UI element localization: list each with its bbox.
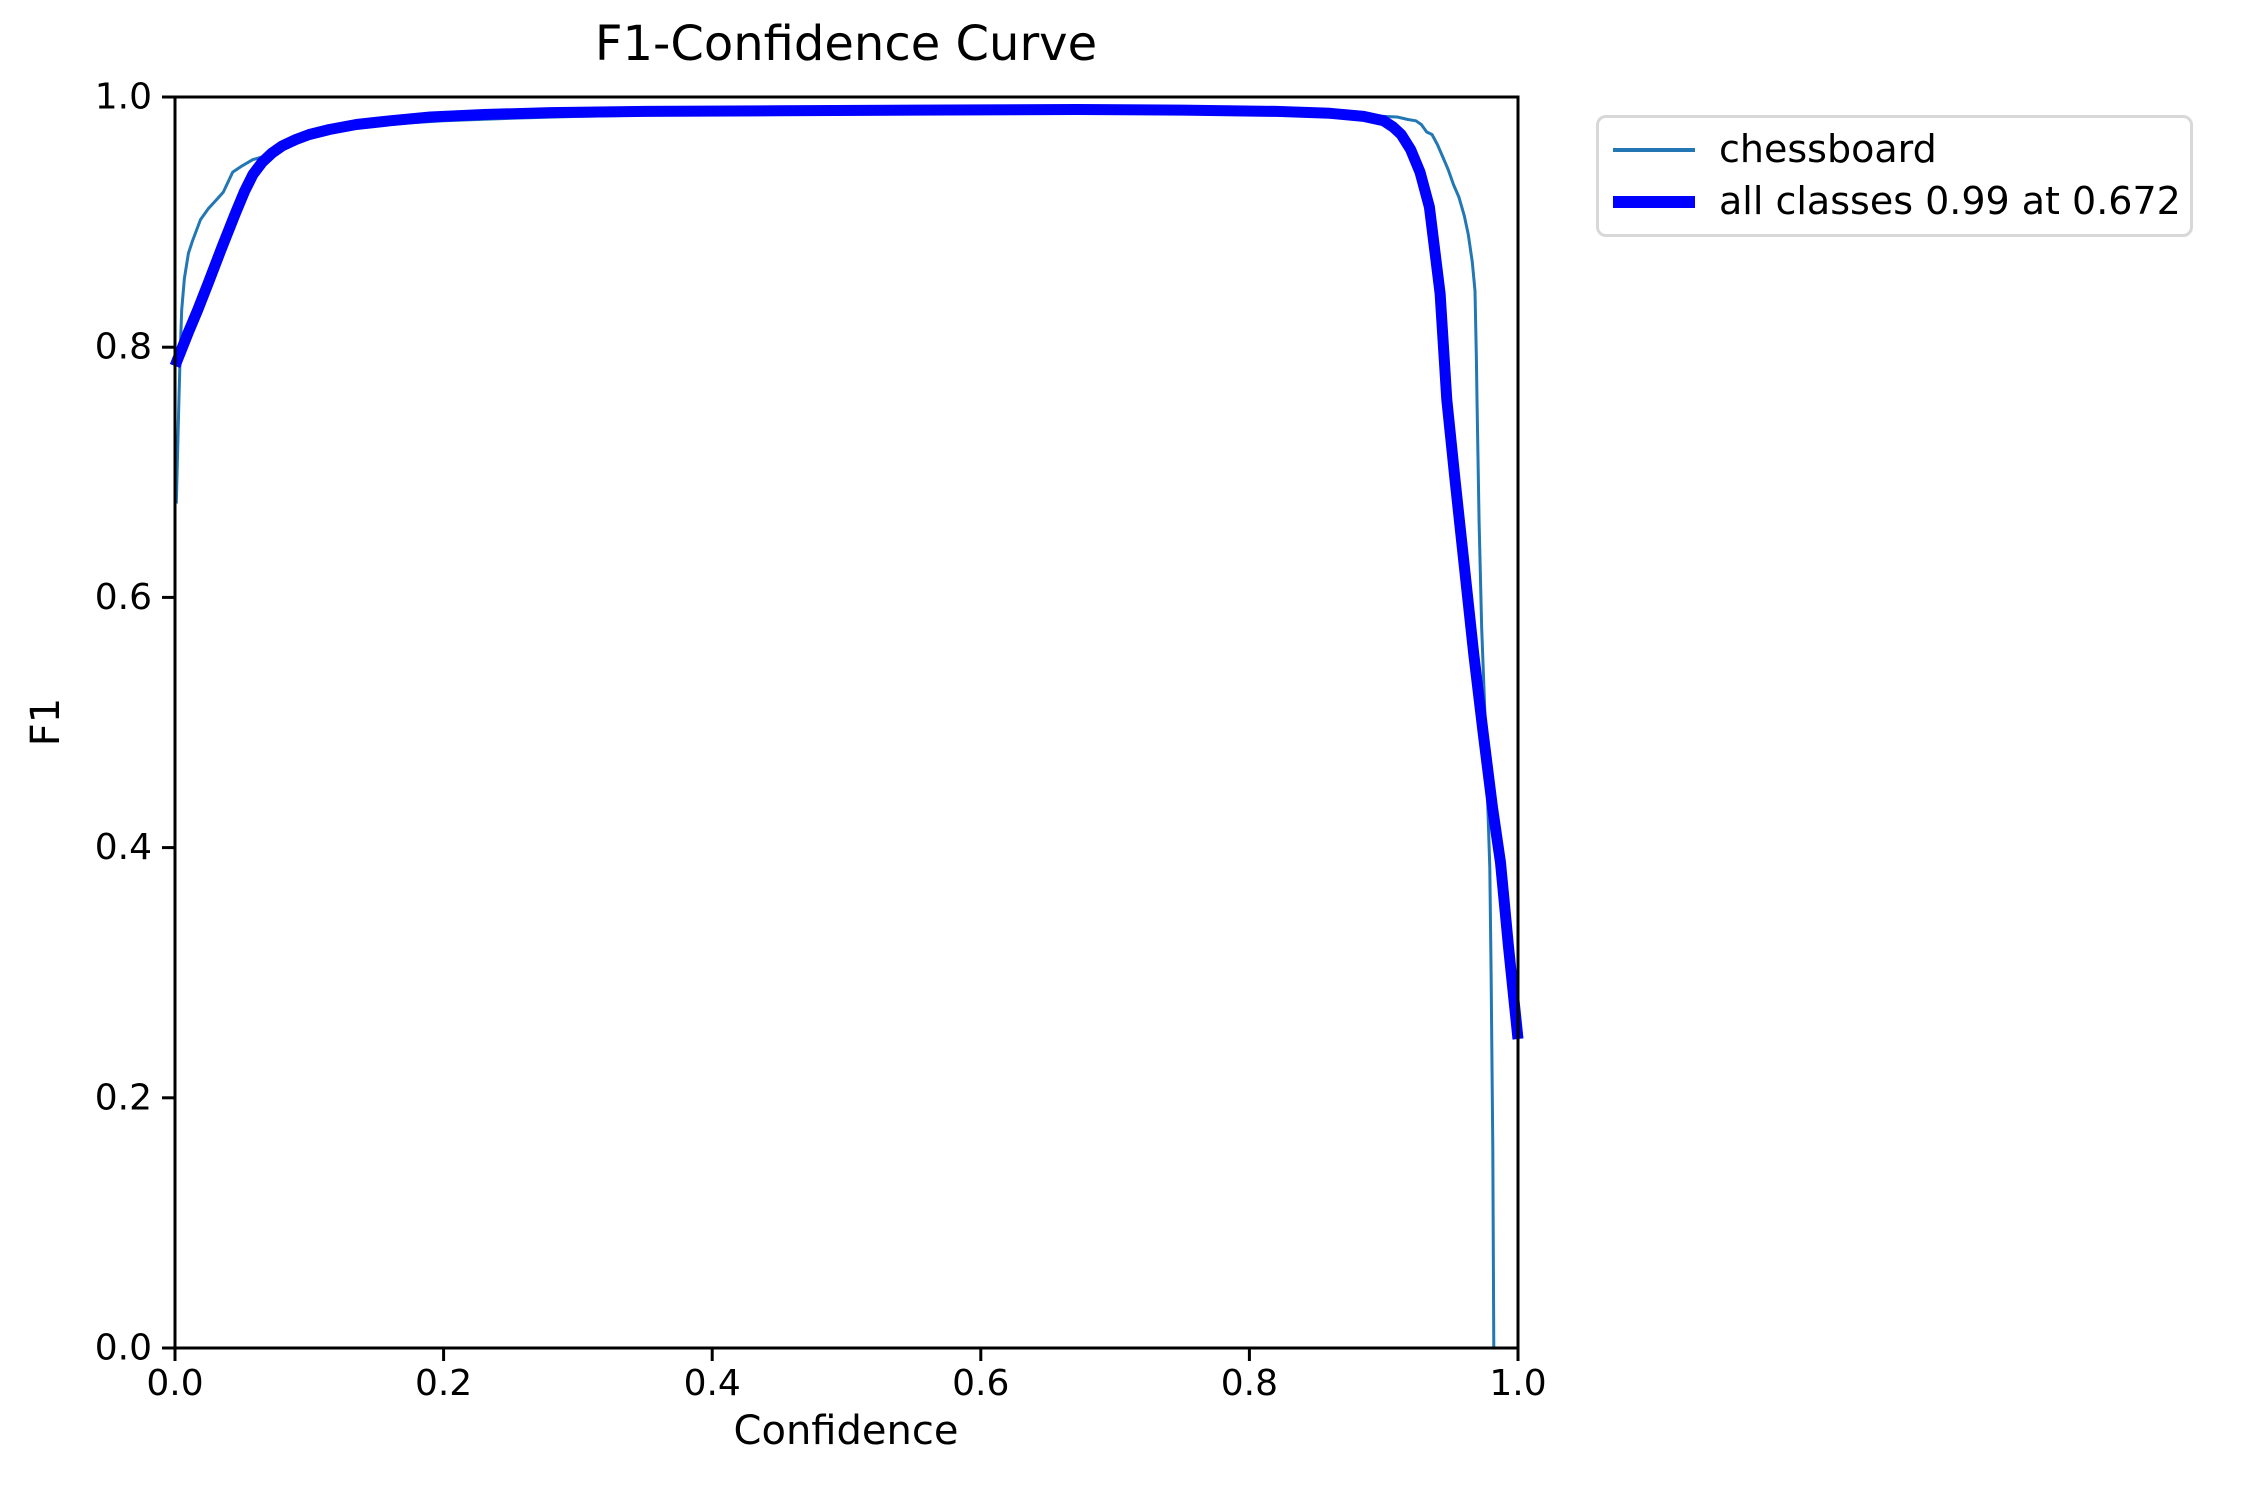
y-tick-label: 0.2: [95, 1077, 152, 1118]
legend: chessboard all classes 0.99 at 0.672: [1596, 115, 2193, 237]
legend-label-chessboard: chessboard: [1719, 127, 1937, 172]
x-axis-label: Confidence: [733, 1408, 959, 1454]
x-tick-label: 0.2: [415, 1363, 472, 1404]
x-tick-label: 0.8: [1221, 1363, 1278, 1404]
y-tick-label: 0.8: [95, 327, 152, 368]
curve-all-all-classes: [169, 104, 1524, 1040]
legend-line-all-classes-icon: [1613, 195, 1695, 208]
y-tick-label: 0.4: [95, 827, 152, 868]
y-axis-label: F1: [23, 697, 69, 747]
x-tick-label: 0.6: [952, 1363, 1009, 1404]
chart-title: F1-Confidence Curve: [594, 16, 1098, 72]
x-tick-label: 0.0: [146, 1363, 203, 1404]
legend-item-chessboard: chessboard: [1613, 127, 2180, 172]
x-tick-label: 0.4: [684, 1363, 741, 1404]
y-tick-label: 0.6: [95, 577, 152, 618]
y-tick-label: 0.0: [95, 1328, 152, 1369]
curve-chessboard: [174, 111, 1496, 1349]
legend-line-chessboard-icon: [1613, 147, 1695, 152]
legend-label-all-classes: all classes 0.99 at 0.672: [1719, 179, 2181, 224]
x-tick-label: 1.0: [1489, 1363, 1546, 1404]
legend-item-all-classes: all classes 0.99 at 0.672: [1613, 179, 2181, 224]
y-tick-label: 1.0: [95, 77, 152, 118]
axes-box: [173, 95, 1520, 1350]
